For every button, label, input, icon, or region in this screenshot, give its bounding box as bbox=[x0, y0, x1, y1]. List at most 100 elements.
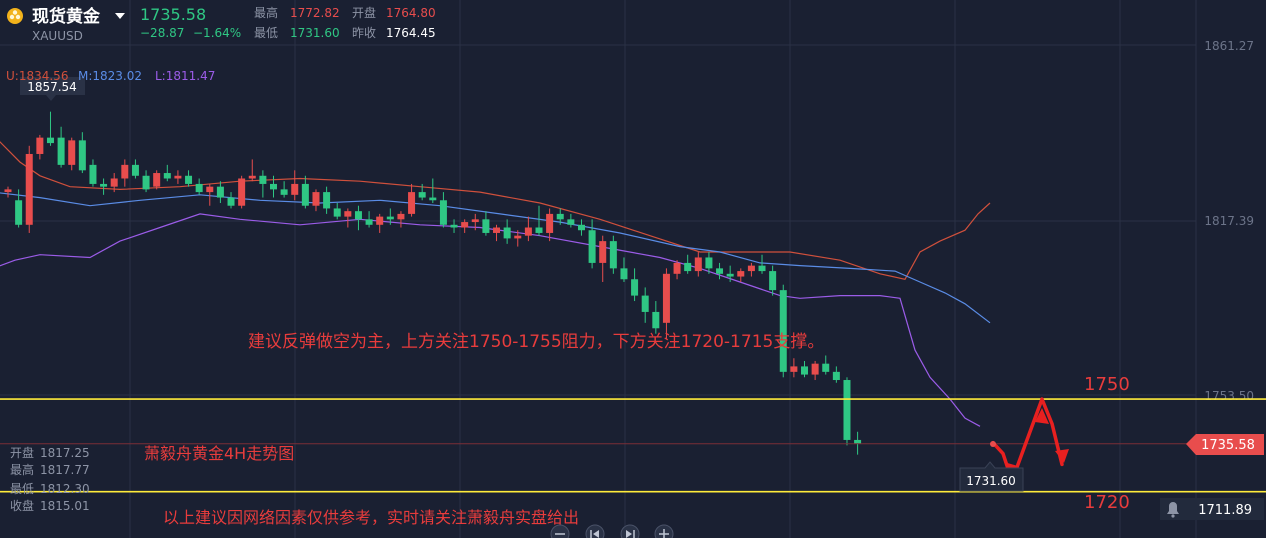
candle bbox=[376, 213, 384, 233]
ohlc-open-value: 1817.25 bbox=[40, 446, 90, 460]
candle bbox=[790, 358, 798, 378]
candle-body bbox=[514, 235, 522, 239]
level-1720-label: 1720 bbox=[1084, 492, 1130, 513]
candle-body bbox=[270, 183, 277, 190]
open-value: 1764.80 bbox=[386, 6, 436, 20]
y-axis-tick: 1861.27 bbox=[1204, 39, 1254, 53]
current-price: 1735.58 bbox=[140, 5, 206, 24]
candle-body bbox=[450, 224, 458, 228]
candle bbox=[854, 431, 862, 455]
candle-body bbox=[832, 371, 840, 381]
candle-body bbox=[546, 213, 554, 233]
candle bbox=[503, 219, 511, 244]
level-1750-label: 1750 bbox=[1084, 374, 1130, 395]
candle-body bbox=[843, 380, 851, 440]
candle-body bbox=[195, 183, 203, 193]
candle bbox=[535, 205, 543, 236]
candle-body bbox=[153, 173, 161, 187]
y-axis-tick: 1753.50 bbox=[1204, 389, 1254, 403]
lower-band-legend: L:1811.47 bbox=[155, 69, 215, 83]
candle-body bbox=[110, 178, 118, 187]
candle bbox=[89, 159, 97, 187]
candle-body bbox=[556, 213, 564, 220]
candle-body bbox=[599, 241, 607, 263]
candle-body bbox=[641, 295, 649, 312]
instrument-title[interactable]: 现货黄金 bbox=[32, 6, 101, 27]
candle bbox=[206, 183, 214, 206]
candle bbox=[716, 262, 724, 280]
candle bbox=[163, 164, 171, 182]
ohlc-close-label: 收盘 bbox=[10, 498, 34, 513]
candle-body bbox=[705, 257, 713, 269]
candle bbox=[333, 202, 341, 220]
candle-body bbox=[631, 279, 639, 296]
candle-body bbox=[694, 257, 702, 272]
candle bbox=[365, 211, 373, 228]
ohlc-high-value: 1817.77 bbox=[40, 463, 90, 477]
candle bbox=[174, 170, 182, 184]
candle bbox=[354, 205, 362, 231]
candle bbox=[238, 175, 246, 209]
bell-icon[interactable] bbox=[1167, 502, 1179, 518]
arrow-head-down-2 bbox=[1055, 449, 1069, 463]
skip-back-button[interactable] bbox=[585, 524, 605, 538]
price-change: −28.87 bbox=[140, 26, 184, 40]
candle bbox=[641, 287, 649, 323]
candle bbox=[216, 181, 224, 203]
price-alert[interactable]: 1711.89 bbox=[1160, 498, 1264, 520]
candle bbox=[599, 235, 607, 282]
candle bbox=[631, 268, 639, 302]
zoom-out-button[interactable] bbox=[550, 524, 570, 538]
candle bbox=[100, 178, 108, 195]
alert-value: 1711.89 bbox=[1198, 503, 1252, 518]
candle bbox=[705, 252, 713, 274]
candle-body bbox=[100, 183, 108, 187]
skip-forward-button[interactable] bbox=[620, 524, 640, 538]
candle-body bbox=[577, 224, 585, 231]
y-axis-tick: 1817.39 bbox=[1204, 214, 1254, 228]
candle-body bbox=[15, 200, 23, 225]
candle bbox=[121, 159, 129, 187]
candle bbox=[227, 192, 235, 209]
min-price-label-text: 1731.60 bbox=[966, 474, 1016, 488]
candle bbox=[408, 183, 416, 217]
candle-body bbox=[524, 227, 532, 236]
candle-body bbox=[429, 197, 437, 201]
candle-body bbox=[174, 175, 182, 179]
chart-title-annotation: 萧毅舟黄金4H走势图 bbox=[144, 444, 294, 463]
candle-body bbox=[376, 216, 384, 225]
candle bbox=[737, 268, 745, 282]
zoom-in-button[interactable] bbox=[654, 524, 674, 538]
candle-body bbox=[397, 213, 405, 220]
candle bbox=[280, 181, 288, 198]
ohlc-high-label: 最高 bbox=[10, 462, 34, 477]
candle bbox=[779, 284, 787, 378]
candle bbox=[567, 213, 575, 228]
grid bbox=[0, 0, 1196, 538]
candle bbox=[811, 360, 819, 381]
candle bbox=[185, 170, 193, 187]
candle-body bbox=[386, 216, 394, 220]
candle bbox=[418, 183, 426, 201]
chevron-down-icon[interactable] bbox=[115, 13, 125, 19]
candle-body bbox=[312, 192, 320, 206]
candle-body bbox=[25, 153, 33, 225]
candle bbox=[78, 132, 86, 174]
prev-close-value: 1764.45 bbox=[386, 26, 436, 40]
candle-body bbox=[36, 137, 44, 154]
candle bbox=[110, 173, 118, 193]
candle bbox=[270, 175, 277, 198]
ohlc-info: 开盘 1817.25 最高 1817.77 最低 1812.30 收盘 1815… bbox=[10, 445, 90, 513]
candle-body bbox=[408, 192, 416, 214]
candle bbox=[609, 235, 617, 274]
max-price-label-text: 1857.54 bbox=[27, 80, 77, 94]
last-price-dot bbox=[990, 441, 996, 447]
middle-band-line bbox=[0, 192, 991, 324]
candle-body bbox=[216, 186, 224, 198]
candle-body bbox=[790, 366, 798, 372]
candle bbox=[758, 254, 766, 274]
candle-body bbox=[57, 137, 65, 165]
high-value: 1772.82 bbox=[290, 6, 340, 20]
candle bbox=[429, 178, 437, 203]
